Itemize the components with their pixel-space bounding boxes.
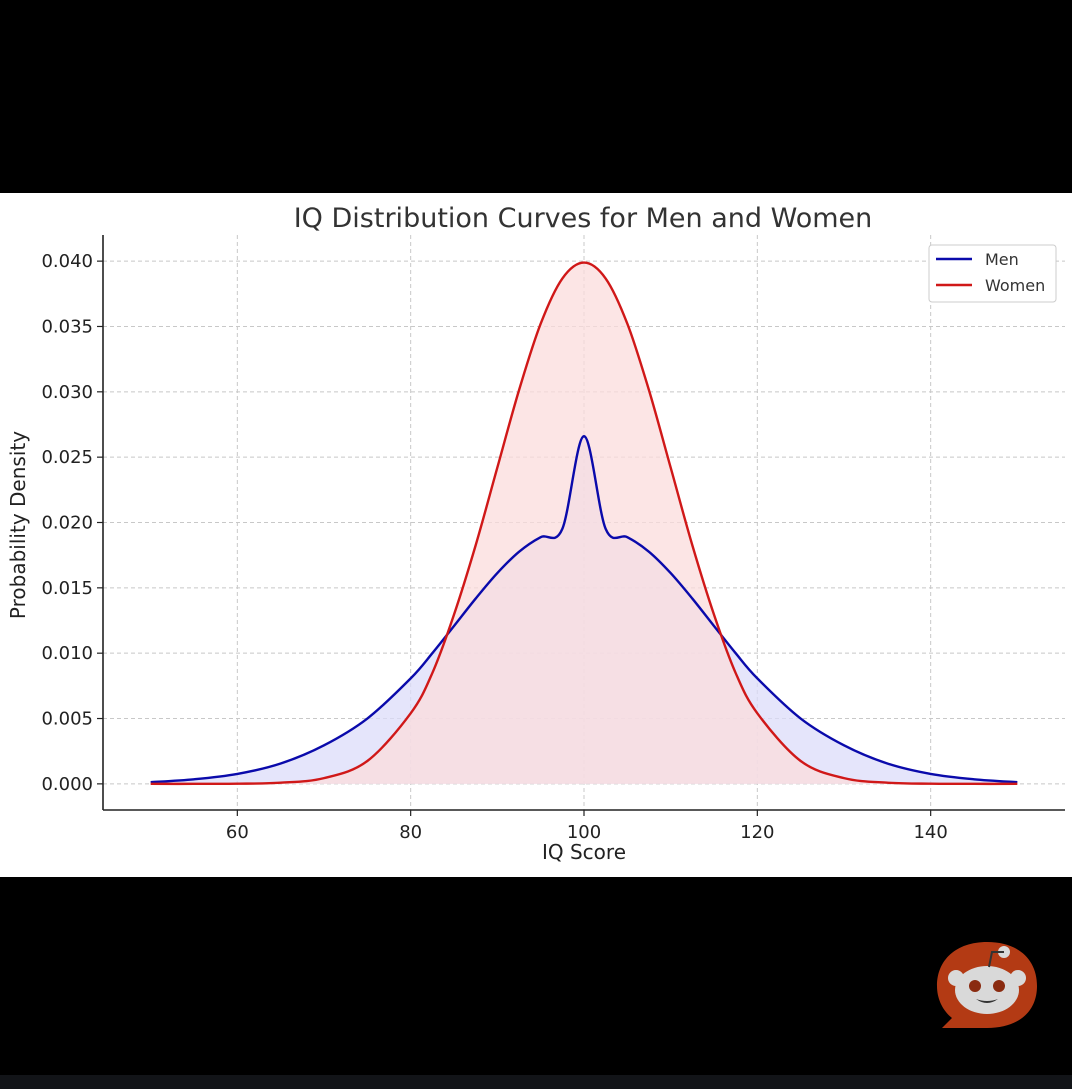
legend-label-women: Women <box>985 276 1045 295</box>
reddit-logo <box>937 942 1037 1028</box>
x-ticks: 60 80 100 120 140 <box>226 810 948 843</box>
legend: Men Women <box>928 244 1057 303</box>
logo-antenna <box>988 951 1004 968</box>
y-tick-label: 0.020 <box>41 513 93 534</box>
y-tick-label: 0.010 <box>41 643 93 664</box>
series-line-men <box>150 435 1018 784</box>
y-tick-label: 0.035 <box>41 316 93 337</box>
chart-panel: IQ Distribution Curves for Men and Women… <box>0 193 1072 877</box>
x-tick-label: 60 <box>226 822 249 843</box>
y-axis-label: Probability Density <box>6 431 30 619</box>
y-tick-label: 0.040 <box>41 251 93 272</box>
y-tick-label: 0.015 <box>41 578 93 599</box>
chart-title: IQ Distribution Curves for Men and Women <box>294 203 873 234</box>
chart-svg: IQ Distribution Curves for Men and Women… <box>6 203 1065 864</box>
x-tick-label: 100 <box>567 822 601 843</box>
logo-eye-left <box>969 980 981 992</box>
logo-eye-right <box>993 980 1005 992</box>
x-tick-label: 120 <box>740 822 774 843</box>
x-tick-label: 140 <box>913 822 947 843</box>
y-tick-label: 0.025 <box>41 447 93 468</box>
y-tick-label: 0.000 <box>41 774 93 795</box>
logo-mouth <box>976 999 998 1003</box>
logo-ear-right <box>1010 970 1026 986</box>
legend-label-men: Men <box>985 250 1019 269</box>
logo-ear-left <box>948 970 964 986</box>
series-lines <box>150 261 1018 786</box>
bottom-bar <box>0 1075 1072 1089</box>
logo-head <box>955 966 1019 1014</box>
series-line-women <box>150 261 1018 786</box>
y-ticks: 0.000 0.005 0.010 0.015 0.020 0.025 0.030 0.035… <box>41 251 103 795</box>
series-fills <box>150 262 1018 784</box>
y-tick-label: 0.005 <box>41 709 93 730</box>
y-tick-label: 0.030 <box>41 382 93 403</box>
x-axis-label: IQ Score <box>542 840 626 864</box>
series-fill-women <box>150 262 1018 784</box>
x-tick-label: 80 <box>399 822 422 843</box>
